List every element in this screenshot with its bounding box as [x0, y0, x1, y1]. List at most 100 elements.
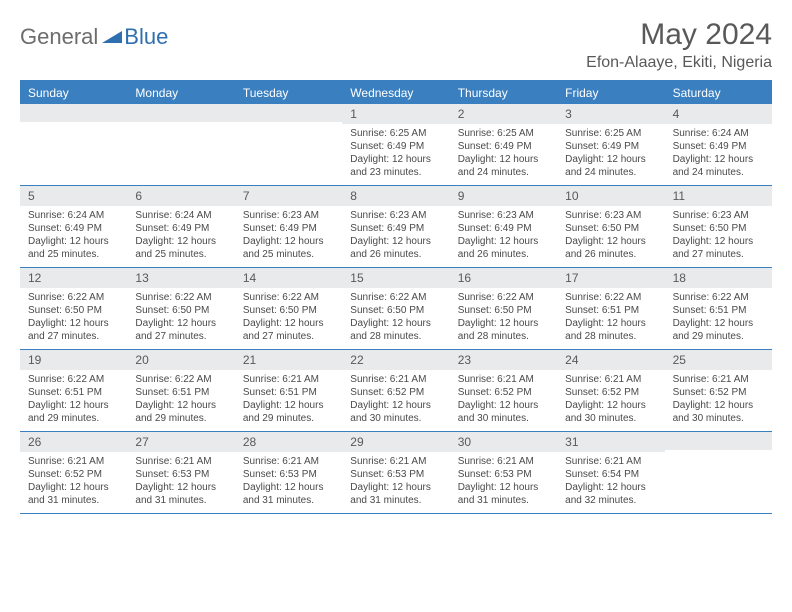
- date-number: 29: [342, 432, 449, 452]
- sunset-line: Sunset: 6:52 PM: [565, 386, 656, 399]
- cell-body: Sunrise: 6:24 AMSunset: 6:49 PMDaylight:…: [665, 124, 772, 185]
- date-number: 4: [665, 104, 772, 124]
- week-row: 19Sunrise: 6:22 AMSunset: 6:51 PMDayligh…: [20, 350, 772, 432]
- sunrise-line: Sunrise: 6:22 AM: [28, 291, 119, 304]
- daylight-line: Daylight: 12 hours and 27 minutes.: [673, 235, 764, 261]
- cell-body: Sunrise: 6:22 AMSunset: 6:51 PMDaylight:…: [557, 288, 664, 349]
- date-number: 2: [450, 104, 557, 124]
- sunrise-line: Sunrise: 6:21 AM: [243, 455, 334, 468]
- daylight-line: Daylight: 12 hours and 28 minutes.: [565, 317, 656, 343]
- calendar-cell: 4Sunrise: 6:24 AMSunset: 6:49 PMDaylight…: [665, 104, 772, 185]
- calendar-cell: 19Sunrise: 6:22 AMSunset: 6:51 PMDayligh…: [20, 350, 127, 431]
- logo-text-general: General: [20, 24, 98, 50]
- calendar-cell: 30Sunrise: 6:21 AMSunset: 6:53 PMDayligh…: [450, 432, 557, 513]
- daylight-line: Daylight: 12 hours and 30 minutes.: [350, 399, 441, 425]
- calendar-cell: 9Sunrise: 6:23 AMSunset: 6:49 PMDaylight…: [450, 186, 557, 267]
- daylight-line: Daylight: 12 hours and 27 minutes.: [135, 317, 226, 343]
- daylight-line: Daylight: 12 hours and 23 minutes.: [350, 153, 441, 179]
- weeks-container: 1Sunrise: 6:25 AMSunset: 6:49 PMDaylight…: [20, 104, 772, 514]
- sunset-line: Sunset: 6:51 PM: [135, 386, 226, 399]
- sunset-line: Sunset: 6:51 PM: [565, 304, 656, 317]
- sunset-line: Sunset: 6:49 PM: [350, 222, 441, 235]
- daylight-line: Daylight: 12 hours and 24 minutes.: [565, 153, 656, 179]
- sunrise-line: Sunrise: 6:21 AM: [28, 455, 119, 468]
- date-number: 30: [450, 432, 557, 452]
- calendar-cell: 2Sunrise: 6:25 AMSunset: 6:49 PMDaylight…: [450, 104, 557, 185]
- logo-triangle-icon: [102, 27, 122, 48]
- calendar-cell: [235, 104, 342, 185]
- sunrise-line: Sunrise: 6:22 AM: [135, 373, 226, 386]
- cell-body: Sunrise: 6:21 AMSunset: 6:52 PMDaylight:…: [665, 370, 772, 431]
- calendar-cell: 10Sunrise: 6:23 AMSunset: 6:50 PMDayligh…: [557, 186, 664, 267]
- date-number: [235, 104, 342, 122]
- sunset-line: Sunset: 6:51 PM: [673, 304, 764, 317]
- daylight-line: Daylight: 12 hours and 26 minutes.: [565, 235, 656, 261]
- sunset-line: Sunset: 6:49 PM: [458, 140, 549, 153]
- calendar-cell: 28Sunrise: 6:21 AMSunset: 6:53 PMDayligh…: [235, 432, 342, 513]
- sunset-line: Sunset: 6:49 PM: [28, 222, 119, 235]
- date-number: 5: [20, 186, 127, 206]
- date-number: 9: [450, 186, 557, 206]
- sunrise-line: Sunrise: 6:22 AM: [135, 291, 226, 304]
- cell-body: Sunrise: 6:25 AMSunset: 6:49 PMDaylight:…: [557, 124, 664, 185]
- sunset-line: Sunset: 6:52 PM: [673, 386, 764, 399]
- sunrise-line: Sunrise: 6:24 AM: [28, 209, 119, 222]
- cell-body: Sunrise: 6:23 AMSunset: 6:50 PMDaylight:…: [557, 206, 664, 267]
- calendar-cell: 13Sunrise: 6:22 AMSunset: 6:50 PMDayligh…: [127, 268, 234, 349]
- cell-body: Sunrise: 6:25 AMSunset: 6:49 PMDaylight:…: [450, 124, 557, 185]
- day-header-cell: Wednesday: [342, 82, 449, 104]
- month-title: May 2024: [586, 18, 772, 52]
- sunrise-line: Sunrise: 6:22 AM: [673, 291, 764, 304]
- cell-body: Sunrise: 6:23 AMSunset: 6:49 PMDaylight:…: [342, 206, 449, 267]
- week-row: 5Sunrise: 6:24 AMSunset: 6:49 PMDaylight…: [20, 186, 772, 268]
- sunset-line: Sunset: 6:49 PM: [673, 140, 764, 153]
- cell-body: Sunrise: 6:21 AMSunset: 6:52 PMDaylight:…: [557, 370, 664, 431]
- date-number: [665, 432, 772, 450]
- daylight-line: Daylight: 12 hours and 24 minutes.: [673, 153, 764, 179]
- calendar-cell: 25Sunrise: 6:21 AMSunset: 6:52 PMDayligh…: [665, 350, 772, 431]
- daylight-line: Daylight: 12 hours and 25 minutes.: [28, 235, 119, 261]
- date-number: 25: [665, 350, 772, 370]
- header: General Blue May 2024 Efon-Alaaye, Ekiti…: [20, 18, 772, 72]
- sunrise-line: Sunrise: 6:24 AM: [673, 127, 764, 140]
- date-number: 19: [20, 350, 127, 370]
- calendar-cell: 17Sunrise: 6:22 AMSunset: 6:51 PMDayligh…: [557, 268, 664, 349]
- daylight-line: Daylight: 12 hours and 31 minutes.: [350, 481, 441, 507]
- daylight-line: Daylight: 12 hours and 25 minutes.: [135, 235, 226, 261]
- cell-body: Sunrise: 6:22 AMSunset: 6:50 PMDaylight:…: [235, 288, 342, 349]
- calendar-cell: 8Sunrise: 6:23 AMSunset: 6:49 PMDaylight…: [342, 186, 449, 267]
- date-number: 12: [20, 268, 127, 288]
- calendar-cell: [20, 104, 127, 185]
- date-number: 1: [342, 104, 449, 124]
- sunrise-line: Sunrise: 6:23 AM: [565, 209, 656, 222]
- sunrise-line: Sunrise: 6:21 AM: [458, 373, 549, 386]
- sunrise-line: Sunrise: 6:21 AM: [243, 373, 334, 386]
- sunset-line: Sunset: 6:50 PM: [565, 222, 656, 235]
- daylight-line: Daylight: 12 hours and 26 minutes.: [458, 235, 549, 261]
- date-number: 11: [665, 186, 772, 206]
- sunset-line: Sunset: 6:53 PM: [350, 468, 441, 481]
- sunset-line: Sunset: 6:49 PM: [135, 222, 226, 235]
- date-number: 31: [557, 432, 664, 452]
- cell-body: Sunrise: 6:24 AMSunset: 6:49 PMDaylight:…: [20, 206, 127, 267]
- daylight-line: Daylight: 12 hours and 31 minutes.: [458, 481, 549, 507]
- calendar-cell: 20Sunrise: 6:22 AMSunset: 6:51 PMDayligh…: [127, 350, 234, 431]
- daylight-line: Daylight: 12 hours and 27 minutes.: [28, 317, 119, 343]
- daylight-line: Daylight: 12 hours and 31 minutes.: [135, 481, 226, 507]
- calendar: SundayMondayTuesdayWednesdayThursdayFrid…: [20, 80, 772, 514]
- sunset-line: Sunset: 6:49 PM: [565, 140, 656, 153]
- calendar-cell: 23Sunrise: 6:21 AMSunset: 6:52 PMDayligh…: [450, 350, 557, 431]
- cell-body: Sunrise: 6:23 AMSunset: 6:49 PMDaylight:…: [235, 206, 342, 267]
- date-number: 24: [557, 350, 664, 370]
- sunset-line: Sunset: 6:53 PM: [243, 468, 334, 481]
- date-number: 16: [450, 268, 557, 288]
- date-number: 14: [235, 268, 342, 288]
- calendar-cell: 14Sunrise: 6:22 AMSunset: 6:50 PMDayligh…: [235, 268, 342, 349]
- sunset-line: Sunset: 6:51 PM: [28, 386, 119, 399]
- week-row: 26Sunrise: 6:21 AMSunset: 6:52 PMDayligh…: [20, 432, 772, 514]
- date-number: [127, 104, 234, 122]
- date-number: 17: [557, 268, 664, 288]
- calendar-cell: 15Sunrise: 6:22 AMSunset: 6:50 PMDayligh…: [342, 268, 449, 349]
- calendar-cell: 1Sunrise: 6:25 AMSunset: 6:49 PMDaylight…: [342, 104, 449, 185]
- sunset-line: Sunset: 6:54 PM: [565, 468, 656, 481]
